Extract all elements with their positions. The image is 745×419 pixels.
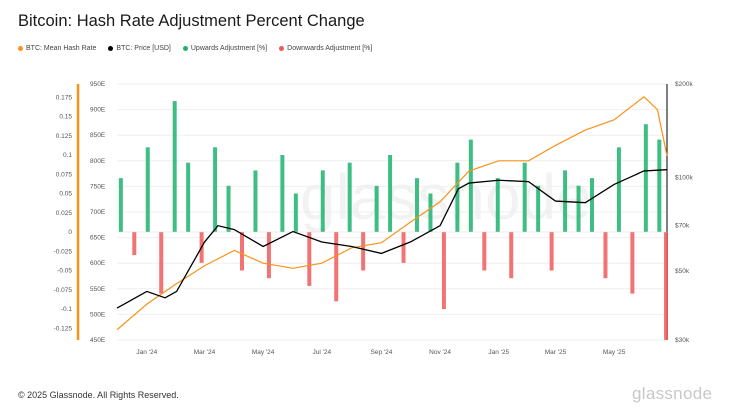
x-axis-tick-label: May '25 (603, 349, 626, 356)
downwards-adjustment-bar (266, 232, 271, 279)
adjustment-axis-tick-label: -0.025 (54, 248, 73, 255)
x-axis-tick-label: Nov '24 (429, 349, 451, 356)
downwards-adjustment-bar (240, 232, 244, 271)
upwards-adjustment-bar (145, 147, 150, 232)
x-axis-tick-label: May '24 (252, 349, 275, 356)
upwards-adjustment-bar (172, 101, 177, 232)
adjustment-axis-tick-label: 0 (68, 229, 72, 236)
legend-label: BTC: Price [USD] (116, 45, 171, 52)
downwards-adjustment-bar (307, 232, 312, 286)
price-line (116, 169, 668, 309)
hash-rate-axis-tick-label: 600E (90, 260, 106, 267)
upwards-adjustment-bar (522, 162, 527, 232)
upwards-adjustment-bar (495, 178, 500, 232)
hash-rate-axis-tick-label: 850E (90, 132, 106, 139)
upwards-adjustment-bar (657, 139, 662, 232)
hash-rate-axis-tick-label: 500E (90, 311, 106, 318)
downwards-adjustment-bar (361, 232, 366, 271)
downwards-adjustment-bar (482, 232, 487, 271)
adjustment-axis-tick-label: 0.125 (56, 133, 73, 140)
downwards-adjustment-bar (132, 232, 137, 256)
upwards-adjustment-bar (415, 178, 419, 232)
hash-rate-axis-tick-label: 700E (90, 209, 106, 216)
adjustment-axis-tick-label: -0.1 (61, 306, 73, 313)
upwards-adjustment-bar (186, 162, 191, 232)
legend-item-upwards[interactable]: Upwards Adjustment [%] (182, 45, 268, 52)
legend-swatch (279, 46, 285, 51)
legend: BTC: Mean Hash Rate BTC: Price [USD] Upw… (18, 45, 372, 52)
downwards-adjustment-bar (549, 232, 554, 271)
upwards-adjustment-bar (468, 139, 473, 232)
downwards-adjustment-bar (630, 232, 635, 294)
price-axis-tick-label: $30k (675, 337, 690, 344)
legend-swatch (108, 46, 114, 51)
legend-label: Downwards Adjustment [%] (287, 45, 373, 52)
upwards-adjustment-bar (374, 185, 379, 232)
upwards-adjustment-bar (388, 155, 393, 232)
adjustment-axis-tick-label: -0.125 (54, 325, 73, 332)
price-axis-tick-label: $200k (675, 81, 693, 88)
legend-label: Upwards Adjustment [%] (190, 45, 268, 52)
adjustment-axis-tick-label: 0.175 (56, 94, 73, 101)
price-axis-tick-label: $50k (675, 268, 690, 275)
chart-title: Bitcoin: Hash Rate Adjustment Percent Ch… (18, 12, 365, 30)
upwards-adjustment-bar (347, 162, 352, 232)
price-axis-tick-label: $70k (675, 223, 690, 230)
upwards-adjustment-bar (226, 185, 231, 232)
upwards-adjustment-bar (320, 170, 325, 232)
hash-rate-axis-tick-label: 550E (90, 286, 106, 293)
adjustment-axis-tick-label: 0.025 (56, 210, 73, 217)
adjustment-axis-tick-label: -0.075 (54, 287, 73, 294)
adjustment-axis-tick-label: 0.1 (63, 152, 72, 159)
upwards-adjustment-bar (253, 170, 258, 232)
x-axis-tick-label: Jan '24 (136, 349, 157, 356)
upwards-adjustment-bar (293, 193, 298, 232)
hash-rate-axis-tick-label: 750E (90, 183, 106, 190)
x-axis-tick-label: Sep '24 (371, 349, 393, 356)
hash-rate-line (116, 96, 668, 331)
price-axis-tick-label: $100k (675, 175, 693, 182)
upwards-adjustment-bar (590, 178, 594, 232)
adjustment-axis-tick-label: 0.05 (59, 191, 72, 198)
legend-label: BTC: Mean Hash Rate (26, 45, 97, 52)
downwards-adjustment-bar (603, 232, 608, 279)
legend-item-downwards[interactable]: Downwards Adjustment [%] (279, 45, 372, 52)
hash-rate-axis-tick-label: 650E (90, 235, 106, 242)
x-axis-tick-label: Mar '24 (194, 349, 216, 356)
legend-swatch (18, 46, 23, 51)
upwards-adjustment-bar (280, 155, 285, 232)
downwards-adjustment-bar (159, 232, 164, 294)
upwards-adjustment-bar (576, 185, 581, 232)
downwards-adjustment-bar (509, 232, 514, 279)
glassnode-logo: glassnode (632, 384, 713, 403)
hash-rate-axis-tick-label: 900E (90, 107, 106, 114)
x-axis-tick-label: Mar '25 (545, 349, 567, 356)
upwards-adjustment-bar (455, 162, 460, 232)
downwards-adjustment-bar (664, 232, 669, 340)
hash-rate-axis-tick-label: 950E (90, 81, 106, 88)
upwards-adjustment-bar (616, 147, 621, 232)
adjustment-axis-tick-label: 0.075 (56, 171, 73, 178)
upwards-adjustment-bar (118, 178, 123, 232)
hash-rate-axis-tick-label: 800E (90, 158, 106, 165)
legend-item-price[interactable]: BTC: Price [USD] (108, 45, 171, 52)
adjustment-axis-tick-label: -0.05 (57, 268, 72, 275)
upwards-adjustment-bar (428, 193, 433, 232)
adjustment-axis-tick-label: 0.15 (59, 114, 72, 121)
downwards-adjustment-bar (441, 232, 446, 309)
downwards-adjustment-bar (401, 232, 406, 263)
legend-item-hash-rate[interactable]: BTC: Mean Hash Rate (18, 45, 96, 52)
upwards-adjustment-bar (643, 124, 648, 232)
upwards-adjustment-bar (536, 185, 541, 232)
upwards-adjustment-bar (213, 147, 218, 232)
legend-swatch (182, 46, 188, 51)
hash-rate-axis-tick-label: 450E (90, 337, 106, 344)
downwards-adjustment-bar (334, 232, 339, 302)
x-axis-tick-label: Jan '25 (488, 349, 509, 356)
x-axis-tick-label: Jul '24 (313, 349, 332, 356)
copyright-footer: © 2025 Glassnode. All Rights Reserved. (18, 390, 179, 400)
